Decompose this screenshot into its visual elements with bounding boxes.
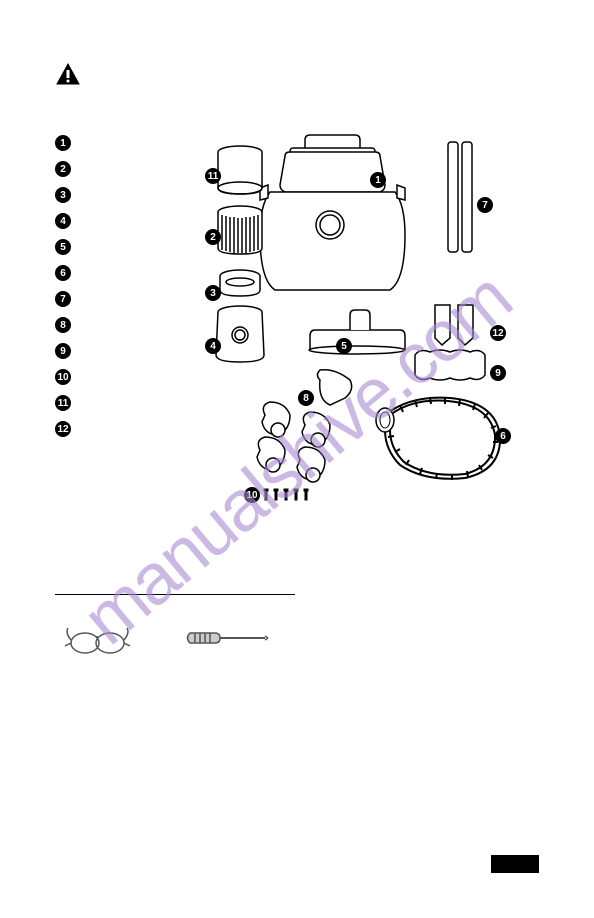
parts-diagram: 111723124598610: [190, 130, 520, 510]
diagram-callout: 6: [495, 428, 511, 444]
warning-triangle-icon: [55, 62, 81, 91]
number-badge: 8: [55, 317, 71, 333]
parts-list-item: 3: [55, 187, 71, 203]
number-badge: 10: [55, 369, 71, 385]
diagram-callout: 12: [490, 325, 506, 341]
diagram-callout: 10: [244, 487, 260, 503]
number-badge: 11: [55, 395, 71, 411]
tools-section: [60, 618, 270, 668]
diagram-callout: 2: [205, 229, 221, 245]
number-badge: 1: [55, 135, 71, 151]
diagram-callout: 8: [298, 390, 314, 406]
number-badge: 6: [55, 265, 71, 281]
parts-list-item: 5: [55, 239, 71, 255]
parts-list-item: 11: [55, 395, 71, 411]
number-badge: 2: [55, 161, 71, 177]
parts-list-item: 1: [55, 135, 71, 151]
diagram-callout: 9: [490, 365, 506, 381]
number-badge: 12: [55, 421, 71, 437]
diagram-callout: 4: [205, 338, 221, 354]
parts-list-item: 10: [55, 369, 71, 385]
parts-number-list: 123456789101112: [55, 135, 71, 447]
diagram-callout: 7: [477, 197, 493, 213]
parts-list-item: 7: [55, 291, 71, 307]
diagram-callout: 5: [336, 338, 352, 354]
number-badge: 9: [55, 343, 71, 359]
section-divider: [55, 594, 295, 595]
page-indicator: [491, 855, 539, 873]
parts-list-item: 8: [55, 317, 71, 333]
number-badge: 5: [55, 239, 71, 255]
diagram-callout: 1: [370, 172, 386, 188]
parts-list-item: 6: [55, 265, 71, 281]
number-badge: 3: [55, 187, 71, 203]
diagram-callout: 11: [205, 168, 221, 184]
number-badge: 4: [55, 213, 71, 229]
parts-list-item: 9: [55, 343, 71, 359]
parts-list-item: 2: [55, 161, 71, 177]
diagram-callout: 3: [205, 285, 221, 301]
number-badge: 7: [55, 291, 71, 307]
parts-list-item: 12: [55, 421, 71, 437]
parts-list-item: 4: [55, 213, 71, 229]
